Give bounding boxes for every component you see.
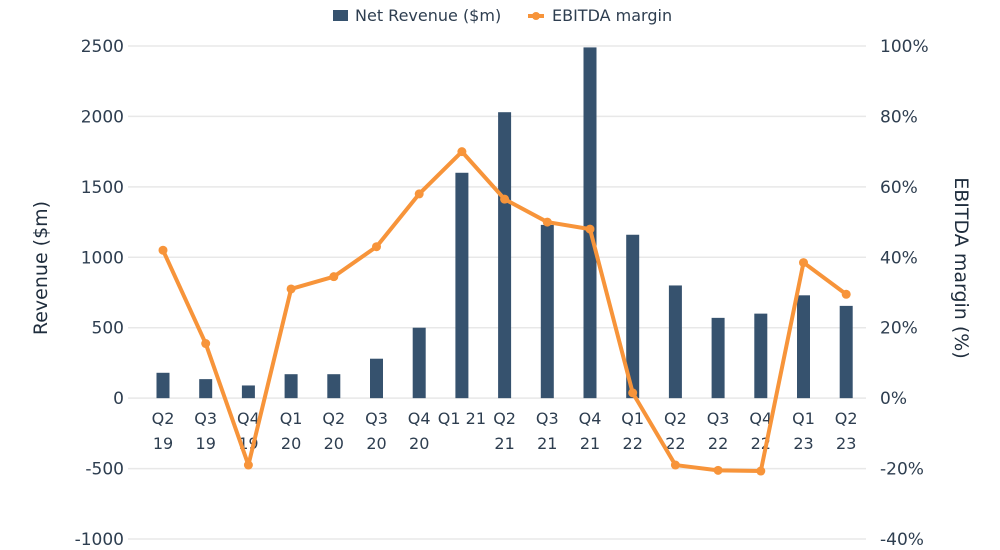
bar [327,374,341,399]
x-tick-label: 21 [494,434,514,453]
ebitda-point [756,466,766,476]
bar [156,372,170,399]
x-tick-label: Q4 [579,409,602,428]
bar [668,285,682,399]
y-tick-label-left: 0 [113,389,124,409]
ebitda-point [329,272,339,282]
bar [370,358,383,399]
ebitda-point [542,217,552,227]
x-tick-label: Q1 [792,409,815,428]
ebitda-point [585,224,595,234]
gridlines [128,45,866,540]
x-tick-label: 21 [580,434,600,453]
y-tick-label-right: 0% [880,389,907,409]
bar [711,317,725,399]
x-tick-label: Q4 [408,409,431,428]
y-tick-label-right: 40% [880,248,918,268]
ebitda-point [243,460,253,470]
y-tick-label-left: -500 [85,460,124,480]
x-tick-label: Q3 [707,409,730,428]
x-tick-label: Q1 [280,409,303,428]
x-tick-label: 20 [324,434,344,453]
bar [241,385,255,399]
y-tick-label-right: 100% [880,37,929,57]
x-tick-label: 19 [153,434,173,453]
x-tick-label: Q2 [322,409,345,428]
x-tick-label: Q3 [536,409,559,428]
x-tick-label: Q2 [493,409,516,428]
y-tick-label-right: 60% [880,178,918,198]
x-tick-label: Q1 [621,409,644,428]
y-tick-label-right: -20% [880,460,924,480]
y-tick-label-left: 500 [92,319,124,339]
y-tick-label-left: -1000 [75,530,124,550]
x-tick-label: 22 [665,434,685,453]
x-tick-label: Q3 [194,409,217,428]
y-axis-left: 2500 2000 1500 1000 500 0 -500 -1000 [75,37,124,550]
ebitda-point [841,289,851,299]
bar [839,305,853,399]
ebitda-point [414,189,424,199]
line-series-ebitda-margin [158,147,851,476]
ebitda-point [500,194,510,204]
bar [583,47,597,399]
ebitda-point [201,339,211,349]
bar [284,374,298,399]
x-tick-label: Q2 [835,409,858,428]
ebitda-point [158,245,168,255]
x-tick-label: 20 [281,434,301,453]
bar-series-net-revenue [156,47,853,399]
y-tick-label-left: 2000 [81,107,124,127]
bar [626,234,640,399]
x-tick-label: Q4 [749,409,772,428]
bar [797,295,810,399]
y-tick-label-right: 20% [880,319,918,339]
x-tick-label: Q2 [664,409,687,428]
ebitda-point [799,258,808,268]
x-tick-label: 19 [196,434,216,453]
y-axis-title-right: EBITDA margin (%) [950,177,972,359]
bar [540,224,554,399]
x-tick-label: 20 [409,434,429,453]
x-tick-label: Q3 [365,409,388,428]
x-tick-label: Q4 [237,409,260,428]
bar [754,313,768,399]
y-tick-label-right: -40% [880,530,924,550]
ebitda-point [713,465,723,475]
legend-swatch-net-revenue [333,10,348,21]
legend-label-ebitda-margin: EBITDA margin [552,6,672,25]
x-tick-label: 23 [793,434,813,453]
x-tick-label: Q1 21 [438,409,486,428]
y-tick-label-left: 1500 [81,178,124,198]
bar [412,327,426,399]
y-axis-title-left: Revenue ($m) [30,201,52,335]
ebitda-point [286,284,296,294]
bar [455,172,469,399]
y-axis-right: 100% 80% 60% 40% 20% 0% -20% -40% [880,37,929,550]
bar [498,112,512,399]
y-tick-label-left: 2500 [81,37,124,57]
x-tick-label: 22 [623,434,643,453]
x-tick-label: Q2 [152,409,175,428]
bar [199,379,213,399]
x-tick-label: 21 [537,434,557,453]
x-tick-label: 22 [708,434,728,453]
legend-swatch-ebitda-dot [532,12,540,20]
x-tick-label: 20 [366,434,386,453]
ebitda-point [457,147,467,157]
ebitda-point [670,460,680,470]
y-tick-label-left: 1000 [81,248,124,268]
ebitda-point [628,388,638,398]
legend-label-net-revenue: Net Revenue ($m) [355,6,501,25]
ebitda-point [372,242,381,252]
x-tick-label: 23 [836,434,856,453]
legend: Net Revenue ($m) EBITDA margin [333,6,672,25]
y-tick-label-right: 80% [880,107,918,127]
